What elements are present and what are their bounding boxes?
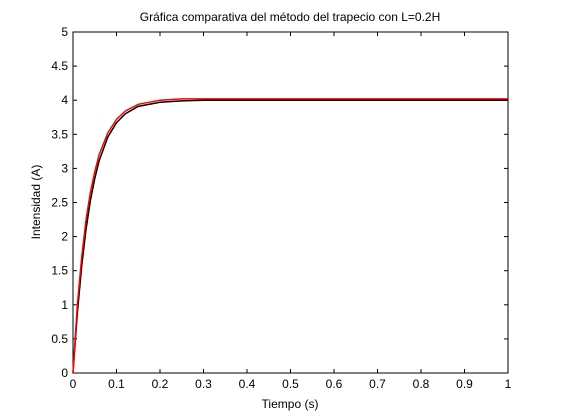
y-tick-label: 0.5 bbox=[51, 332, 68, 346]
x-tick-label: 0.3 bbox=[195, 377, 212, 391]
x-tick-label: 0.5 bbox=[282, 377, 299, 391]
y-tick-label: 0 bbox=[61, 366, 68, 380]
series-line bbox=[72, 99, 508, 374]
x-tick-label: 1 bbox=[505, 377, 512, 391]
x-tick-label: 0 bbox=[70, 377, 77, 391]
x-tick-label: 0.1 bbox=[108, 377, 125, 391]
y-tick-label: 5 bbox=[61, 25, 68, 39]
plot-area bbox=[72, 31, 509, 374]
x-tick-label: 0.8 bbox=[413, 377, 430, 391]
x-axis-label: Tiempo (s) bbox=[262, 397, 319, 411]
x-tick-label: 0.9 bbox=[456, 377, 473, 391]
chart-title: Gráfica comparativa del método del trape… bbox=[140, 10, 441, 24]
y-tick-label: 2 bbox=[61, 230, 68, 244]
y-tick-label: 2.5 bbox=[51, 196, 68, 210]
y-tick-label: 1.5 bbox=[51, 264, 68, 278]
y-tick-label: 1 bbox=[61, 298, 68, 312]
series-line bbox=[72, 98, 508, 374]
x-tick-label: 0.2 bbox=[152, 377, 169, 391]
y-tick-label: 4 bbox=[61, 93, 68, 107]
x-tick-label: 0.4 bbox=[239, 377, 256, 391]
x-tick-label: 0.7 bbox=[369, 377, 386, 391]
y-tick-label: 3.5 bbox=[51, 127, 68, 141]
y-tick-label: 3 bbox=[61, 161, 68, 175]
x-tick-label: 0.6 bbox=[326, 377, 343, 391]
y-tick-label: 4.5 bbox=[51, 59, 68, 73]
y-axis-label: Intensidad (A) bbox=[29, 165, 43, 240]
